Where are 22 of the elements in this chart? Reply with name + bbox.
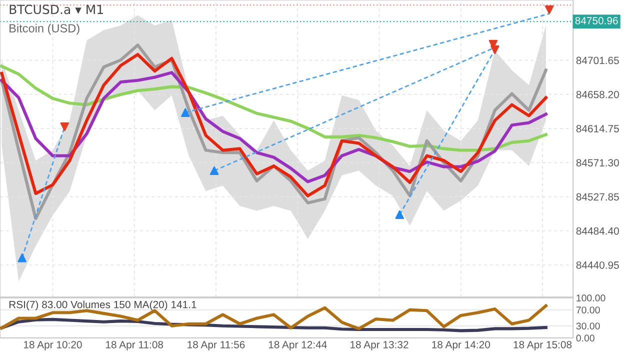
ref-line-label: 84750.96	[575, 16, 618, 24]
x-tick-label: 18 Apr 10:20	[24, 340, 82, 350]
y-tick-label: 84484.40	[576, 227, 619, 235]
y-tick-label: 84571.30	[576, 159, 619, 166]
y-tick-label: 30.00	[576, 322, 600, 330]
y-tick-label: 84440.95	[576, 261, 619, 269]
y-tick-label: 100.00	[576, 294, 606, 302]
chart-title: RSI(7) 83.00 Volumes 150 MA(20) 141.1	[9, 300, 196, 310]
x-tick-label: 18 Apr 11:08	[106, 340, 164, 350]
text: Bitcoin (USD)	[10, 24, 80, 35]
y-tick-label: 70.00	[576, 306, 600, 314]
x-tick-label: 18 Apr 15:08	[514, 340, 572, 350]
y-tick-label: 84701.65	[576, 56, 619, 64]
y-tick-label: 84527.85	[576, 193, 619, 201]
chart-title: BTCUSD.a ▾ M1	[10, 4, 103, 14]
x-tick-label: 18 Apr 12:44	[268, 340, 327, 350]
x-tick-label: 18 Apr 14:20	[432, 340, 490, 350]
y-tick-label: 84614.75	[576, 124, 619, 132]
x-tick-label: 18 Apr 13:32	[350, 340, 408, 350]
y-tick-label: 84658.20	[576, 90, 619, 98]
y-tick-label: 0.00	[576, 334, 594, 342]
x-tick-label: 18 Apr 11:56	[188, 340, 245, 350]
